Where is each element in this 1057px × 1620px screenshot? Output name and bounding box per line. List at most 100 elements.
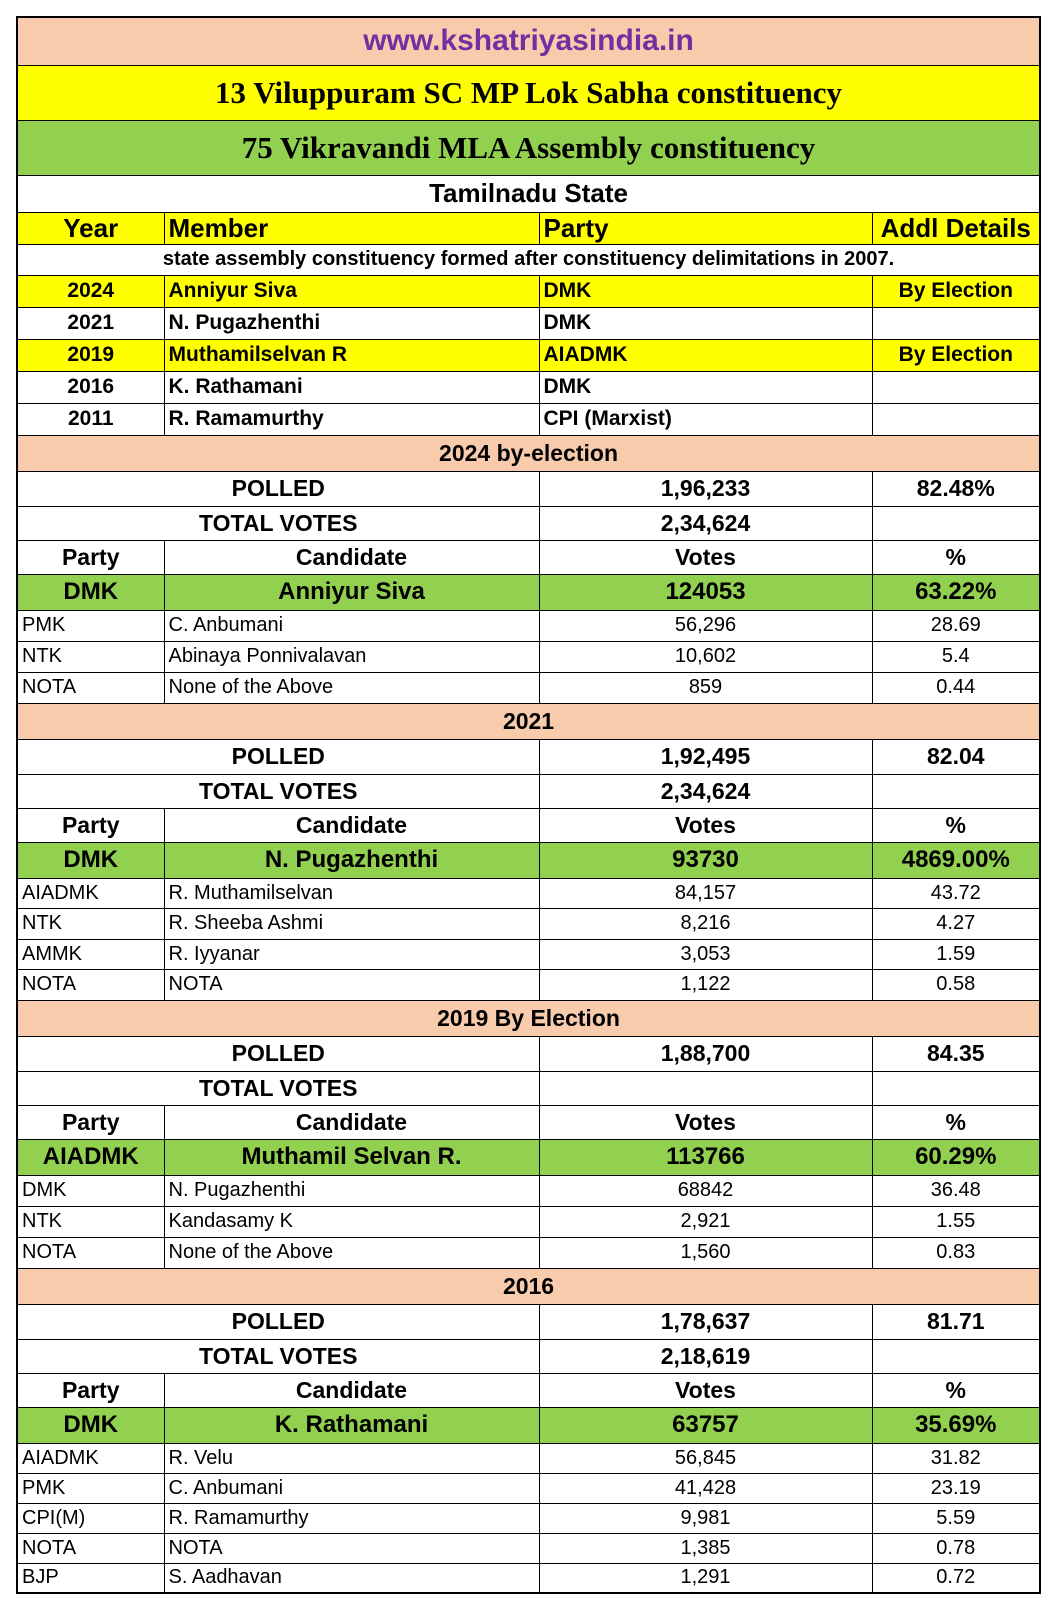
candidate-cell: NOTA xyxy=(16,1236,165,1269)
column-header: Year xyxy=(16,211,165,245)
table-row: 75 Vikravandi MLA Assembly constituency xyxy=(16,119,1041,176)
member: Anniyur Siva xyxy=(163,274,540,308)
table-row: NTK Kandasamy K 2,921 1.55 xyxy=(16,1205,1041,1238)
candidate-cell: R. Ramamurthy xyxy=(163,1502,540,1534)
column-header: % xyxy=(871,807,1041,843)
candidate-cell: NOTA xyxy=(16,671,165,704)
winner-cell: DMK xyxy=(16,1406,165,1444)
candidate-cell: 31.82 xyxy=(871,1442,1041,1474)
table-row: AIADMK Muthamil Selvan R. 113766 60.29% xyxy=(16,1138,1041,1176)
section-title: 2024 by-election xyxy=(16,434,1041,472)
column-header: % xyxy=(871,1104,1041,1140)
column-header: Votes xyxy=(538,1104,873,1140)
member: Muthamilselvan R xyxy=(163,338,540,372)
party: CPI (Marxist) xyxy=(538,402,873,436)
total-votes xyxy=(538,1070,873,1106)
winner-cell: 63.22% xyxy=(871,573,1041,611)
column-header: Votes xyxy=(538,539,873,575)
total-votes: 2,34,624 xyxy=(538,773,873,809)
total-votes-label: TOTAL VOTES xyxy=(16,505,540,541)
candidate-cell: 1.59 xyxy=(871,938,1041,970)
polled-percent: 81.71 xyxy=(871,1303,1041,1340)
candidate-cell: 8,216 xyxy=(538,908,873,940)
winner-cell: K. Rathamani xyxy=(163,1406,540,1444)
table-row: AMMK R. Iyyanar 3,053 1.59 xyxy=(16,938,1041,970)
table-row: TOTAL VOTES 2,34,624 xyxy=(16,505,1041,541)
state: Tamilnadu State xyxy=(16,174,1041,213)
website: www.kshatriyasindia.in xyxy=(16,16,1041,66)
table-row: 2016 xyxy=(16,1267,1041,1305)
candidate-cell: None of the Above xyxy=(163,671,540,704)
table-row: TOTAL VOTES 2,18,619 xyxy=(16,1338,1041,1374)
candidate-cell: R. Muthamilselvan xyxy=(163,877,540,909)
column-header: Candidate xyxy=(163,807,540,843)
winner-cell: 35.69% xyxy=(871,1406,1041,1444)
table-row: Tamilnadu State xyxy=(16,174,1041,213)
candidate-cell: 5.4 xyxy=(871,640,1041,673)
total-votes: 2,18,619 xyxy=(538,1338,873,1374)
candidate-cell: 0.78 xyxy=(871,1532,1041,1564)
total-votes-label: TOTAL VOTES xyxy=(16,1338,540,1374)
candidate-cell: R. Velu xyxy=(163,1442,540,1474)
candidate-cell: Abinaya Ponnivalavan xyxy=(163,640,540,673)
table-row: AIADMK R. Muthamilselvan 84,157 43.72 xyxy=(16,877,1041,909)
party: DMK xyxy=(538,306,873,340)
column-header: Member xyxy=(163,211,540,245)
table-row: POLLED 1,96,233 82.48% xyxy=(16,470,1041,507)
total-votes-label: TOTAL VOTES xyxy=(16,773,540,809)
candidate-cell: NOTA xyxy=(16,969,165,1001)
candidate-cell: 0.44 xyxy=(871,671,1041,704)
candidate-cell: R. Sheeba Ashmi xyxy=(163,908,540,940)
candidate-cell: 1.55 xyxy=(871,1205,1041,1238)
column-header: Party xyxy=(16,539,165,575)
party: AIADMK xyxy=(538,338,873,372)
table-row: POLLED 1,78,637 81.71 xyxy=(16,1303,1041,1340)
candidate-cell: PMK xyxy=(16,1472,165,1504)
results-table: www.kshatriyasindia.in 13 Viluppuram SC M… xyxy=(16,16,1042,1594)
table-row: AIADMK R. Velu 56,845 31.82 xyxy=(16,1442,1041,1474)
table-row: NOTA None of the Above 859 0.44 xyxy=(16,671,1041,704)
details xyxy=(871,306,1041,340)
candidate-cell: 1,122 xyxy=(538,969,873,1001)
winner-cell: N. Pugazhenthi xyxy=(163,841,540,879)
table-row: Party Candidate Votes% xyxy=(16,807,1041,843)
candidate-cell: BJP xyxy=(16,1562,165,1594)
candidate-cell: 1,560 xyxy=(538,1236,873,1269)
column-header: % xyxy=(871,539,1041,575)
table-row: DMK K. Rathamani 63757 35.69% xyxy=(16,1406,1041,1444)
candidate-cell: C. Anbumani xyxy=(163,609,540,642)
polled-label: POLLED xyxy=(16,1303,540,1340)
table-row: PMK C. Anbumani 41,428 23.19 xyxy=(16,1472,1041,1504)
candidate-cell: 1,291 xyxy=(538,1562,873,1594)
total-votes-label: TOTAL VOTES xyxy=(16,1070,540,1106)
candidate-cell: None of the Above xyxy=(163,1236,540,1269)
candidate-cell: 2,921 xyxy=(538,1205,873,1238)
candidate-cell: 43.72 xyxy=(871,877,1041,909)
polled-votes: 1,88,700 xyxy=(538,1035,873,1072)
candidate-cell: AMMK xyxy=(16,938,165,970)
empty-cell xyxy=(871,1070,1041,1106)
candidate-cell: NTK xyxy=(16,1205,165,1238)
polled-votes: 1,92,495 xyxy=(538,738,873,775)
details xyxy=(871,402,1041,436)
polled-percent: 82.48% xyxy=(871,470,1041,507)
table-row: NTK R. Sheeba Ashmi 8,216 4.27 xyxy=(16,908,1041,940)
polled-percent: 84.35 xyxy=(871,1035,1041,1072)
party: DMK xyxy=(538,274,873,308)
table-row: DMK N. Pugazhenthi 93730 4869.00% xyxy=(16,841,1041,879)
polled-votes: 1,96,233 xyxy=(538,470,873,507)
table-row: TOTAL VOTES xyxy=(16,1070,1041,1106)
candidate-cell: 3,053 xyxy=(538,938,873,970)
details: By Election xyxy=(871,338,1041,372)
candidate-cell: AIADMK xyxy=(16,1442,165,1474)
table-row: 2019 By Election xyxy=(16,999,1041,1037)
table-row: POLLED 1,88,700 84.35 xyxy=(16,1035,1041,1072)
assembly-constituency: 75 Vikravandi MLA Assembly constituency xyxy=(16,119,1041,176)
table-row: 2019 Muthamilselvan R AIADMK By Election xyxy=(16,338,1041,372)
table-row: TOTAL VOTES 2,34,624 xyxy=(16,773,1041,809)
column-header: % xyxy=(871,1372,1041,1408)
table-row: DMK N. Pugazhenthi 68842 36.48 xyxy=(16,1174,1041,1207)
year: 2024 xyxy=(16,274,165,308)
empty-cell xyxy=(871,1338,1041,1374)
